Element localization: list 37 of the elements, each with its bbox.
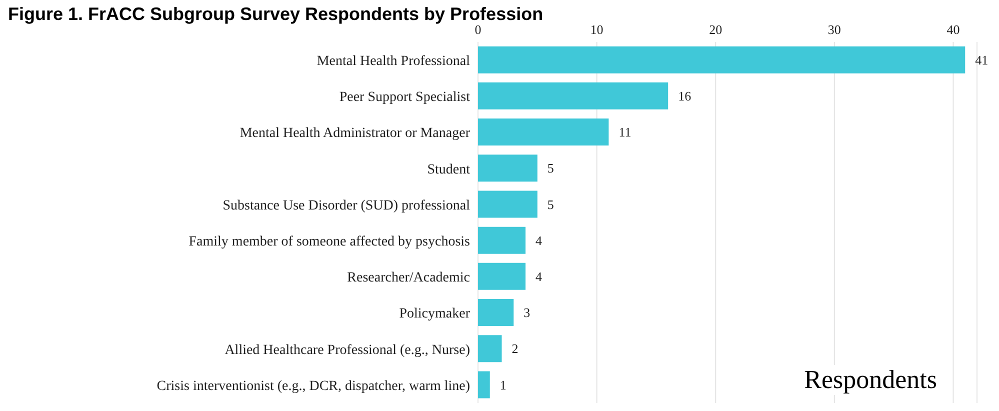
y-tick-label: Allied Healthcare Professional (e.g., Nurse) — [224, 342, 470, 358]
x-tick-label: 10 — [590, 22, 604, 37]
data-label: 3 — [524, 305, 530, 320]
bar — [478, 226, 526, 254]
bar — [478, 82, 668, 110]
x-tick-label: 30 — [828, 22, 841, 37]
data-label: 5 — [547, 196, 554, 212]
x-tick-label: 0 — [474, 22, 482, 37]
data-label: 2 — [512, 341, 518, 356]
y-tick-label: Crisis interventionist (e.g., DCR, dispatcher, warm line) — [156, 378, 470, 394]
bar — [478, 262, 526, 290]
x-tick-label: 20 — [709, 22, 722, 37]
bar — [478, 190, 538, 218]
data-label: 16 — [678, 88, 692, 104]
data-label: 5 — [547, 160, 554, 176]
y-tick-label: Family member of someone affected by psychosis — [188, 234, 470, 250]
y-tick-label: Student — [427, 162, 470, 178]
bar — [478, 299, 514, 326]
bar — [478, 335, 502, 362]
y-tick-label: Substance Use Disorder (SUD) professional — [222, 198, 470, 214]
y-tick-label: Peer Support Specialist — [339, 90, 470, 106]
x-tick-label: 40 — [946, 22, 960, 37]
data-label: 11 — [618, 124, 632, 140]
y-tick-label: Researcher/Academic — [347, 270, 470, 286]
data-label: 1 — [500, 377, 506, 392]
text: Figure 1. FrACC Subgroup Survey Respondents by Profession — [8, 4, 544, 25]
data-label: 4 — [536, 232, 543, 248]
bar — [478, 118, 609, 146]
bar — [478, 46, 966, 74]
bar — [478, 154, 538, 182]
bar — [478, 371, 490, 398]
data-label: 41 — [975, 52, 988, 68]
y-tick-label: Policymaker — [399, 306, 470, 322]
y-tick-label: Mental Health Professional — [316, 54, 470, 70]
data-label: 4 — [536, 269, 543, 284]
x-axis-title: Respondents — [800, 365, 941, 395]
y-tick-label: Mental Health Administrator or Manager — [240, 126, 470, 142]
